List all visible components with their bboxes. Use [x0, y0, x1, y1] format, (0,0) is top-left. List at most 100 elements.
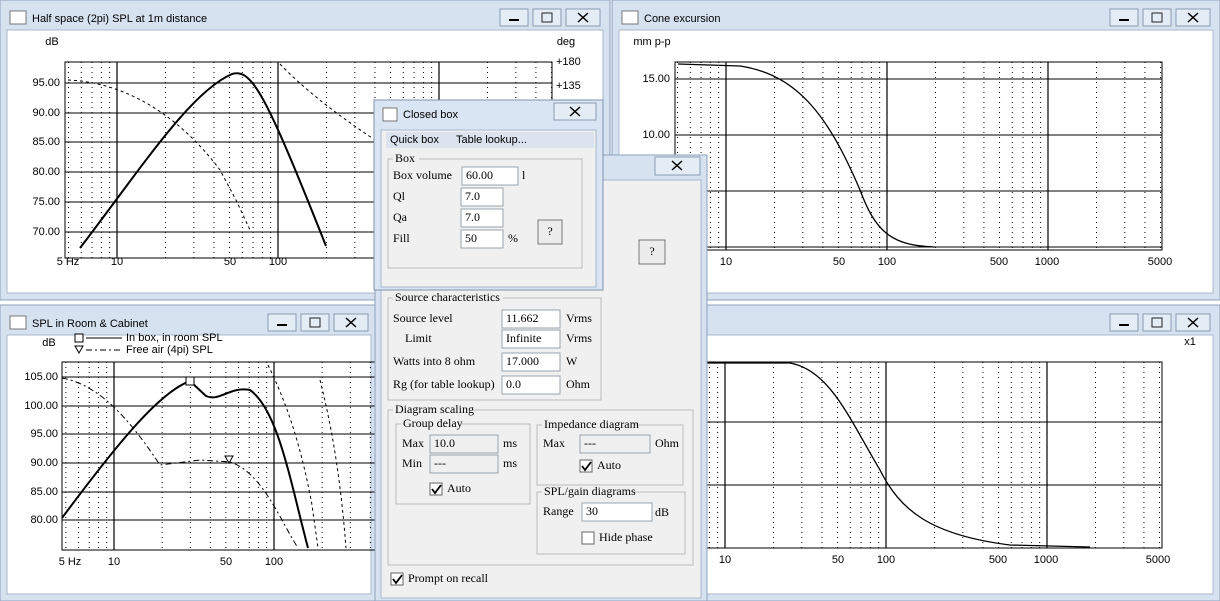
minimize-button[interactable]: [499, 8, 529, 27]
axis-unit: x1: [1184, 336, 1196, 348]
maximize-button[interactable]: [1142, 313, 1172, 332]
axis-unit: mm p-p: [633, 36, 670, 48]
close-icon: [569, 106, 581, 117]
y-tick-label: 85.00: [30, 486, 58, 498]
text-input[interactable]: [501, 329, 561, 349]
field-label: Watts into 8 ohm: [393, 354, 476, 368]
maximize-icon: [1151, 12, 1163, 23]
maximize-icon: [541, 12, 553, 23]
minimize-button[interactable]: [1109, 313, 1139, 332]
field-unit: Ohm: [566, 377, 591, 391]
input-value: ---: [434, 456, 446, 470]
maximize-button[interactable]: [300, 313, 330, 332]
field-unit: %: [508, 231, 518, 245]
x-tick-label: 50: [220, 556, 232, 568]
axis-unit: dB: [45, 36, 58, 48]
field-label: Max: [402, 436, 424, 450]
x-tick-label: 1000: [1035, 256, 1059, 268]
text-input[interactable]: [579, 434, 651, 454]
x-tick-label: 5 Hz: [59, 556, 82, 568]
checkbox-label: Auto: [447, 481, 471, 495]
text-input[interactable]: [501, 309, 561, 329]
response-curve: [705, 362, 1091, 548]
window-icon: [621, 10, 639, 25]
input-value: ---: [584, 436, 596, 450]
x-tick-label: 50: [833, 256, 845, 268]
client-area: [618, 29, 1214, 294]
text-input[interactable]: [501, 375, 561, 395]
input-value: 17.000: [506, 354, 539, 368]
minimize-button[interactable]: [1109, 8, 1139, 27]
window-title: Half space (2pi) SPL at 1m distance: [32, 13, 207, 25]
help-button[interactable]: [638, 239, 666, 265]
field-label: Source level: [393, 311, 453, 325]
x-tick-label: 100: [877, 554, 895, 566]
legend-marker: [74, 345, 84, 355]
x-tick-label: 5 Hz: [57, 256, 80, 268]
excursion-curve: [677, 63, 936, 248]
text-input[interactable]: [460, 187, 504, 207]
check-mark: [581, 461, 592, 472]
x-tick-label: 500: [990, 256, 1008, 268]
checkbox[interactable]: [429, 482, 443, 496]
x-tick-label: 10: [111, 256, 123, 268]
field-label: Min: [402, 456, 422, 470]
y-tick-label: 90.00: [32, 107, 60, 119]
text-input[interactable]: [429, 454, 499, 474]
field-label: Box volume: [393, 168, 452, 182]
input-value: 60.00: [466, 168, 493, 182]
input-value: 7.0: [465, 210, 480, 224]
text-input[interactable]: [461, 166, 519, 186]
input-value: Infinite: [506, 331, 541, 345]
maximize-button[interactable]: [1142, 8, 1172, 27]
spl-curve: [79, 72, 327, 249]
minimize-button[interactable]: [267, 313, 297, 332]
checkbox[interactable]: [579, 459, 593, 473]
window-title: SPL in Room & Cabinet: [32, 318, 148, 330]
axis-unit: deg: [557, 36, 575, 48]
help-button[interactable]: [537, 219, 563, 245]
in-box-curve: [61, 379, 309, 549]
y-tick-label: 75.00: [32, 196, 60, 208]
x-tick-label: 100: [265, 556, 283, 568]
group-box: [387, 409, 694, 566]
text-input[interactable]: [429, 434, 499, 454]
close-icon: [577, 12, 589, 23]
text-input[interactable]: [460, 229, 504, 249]
group-label: Box: [395, 151, 415, 165]
group-box: [387, 158, 583, 269]
check-mark: [431, 484, 442, 495]
maximize-icon: [1151, 317, 1163, 328]
text-input[interactable]: [501, 352, 561, 372]
text-input[interactable]: [460, 208, 504, 228]
close-icon: [1187, 12, 1199, 23]
field-unit: dB: [655, 505, 669, 519]
text-input[interactable]: [581, 502, 653, 522]
field-label: Max: [543, 436, 565, 450]
x-tick-label: 10: [108, 556, 120, 568]
group-label: Diagram scaling: [395, 402, 474, 416]
field-unit: Vrms: [566, 331, 592, 345]
phase-curve: [279, 63, 376, 141]
field-label: Qa: [393, 210, 408, 224]
button-label: ?: [547, 224, 552, 238]
close-icon: [345, 317, 357, 328]
client-area: [618, 334, 1214, 595]
group-label: Impedance diagram: [544, 417, 640, 431]
button-label: ?: [649, 244, 654, 258]
field-label: Range: [543, 504, 574, 518]
group-label-bg: [393, 292, 503, 304]
y-tick-label: 90.00: [30, 457, 58, 469]
x-tick-label: 10: [719, 554, 731, 566]
checkbox[interactable]: [581, 531, 595, 545]
free-air-curve: [61, 377, 299, 549]
checkbox[interactable]: [390, 572, 404, 586]
field-unit: Ohm: [655, 436, 680, 450]
field-label: Ql: [393, 189, 406, 203]
x-tick-label: 500: [989, 554, 1007, 566]
window-title: Cone excursion: [644, 13, 720, 25]
checkbox-label: Hide phase: [599, 530, 653, 544]
maximize-button[interactable]: [532, 8, 562, 27]
checkbox-label: Auto: [597, 458, 621, 472]
